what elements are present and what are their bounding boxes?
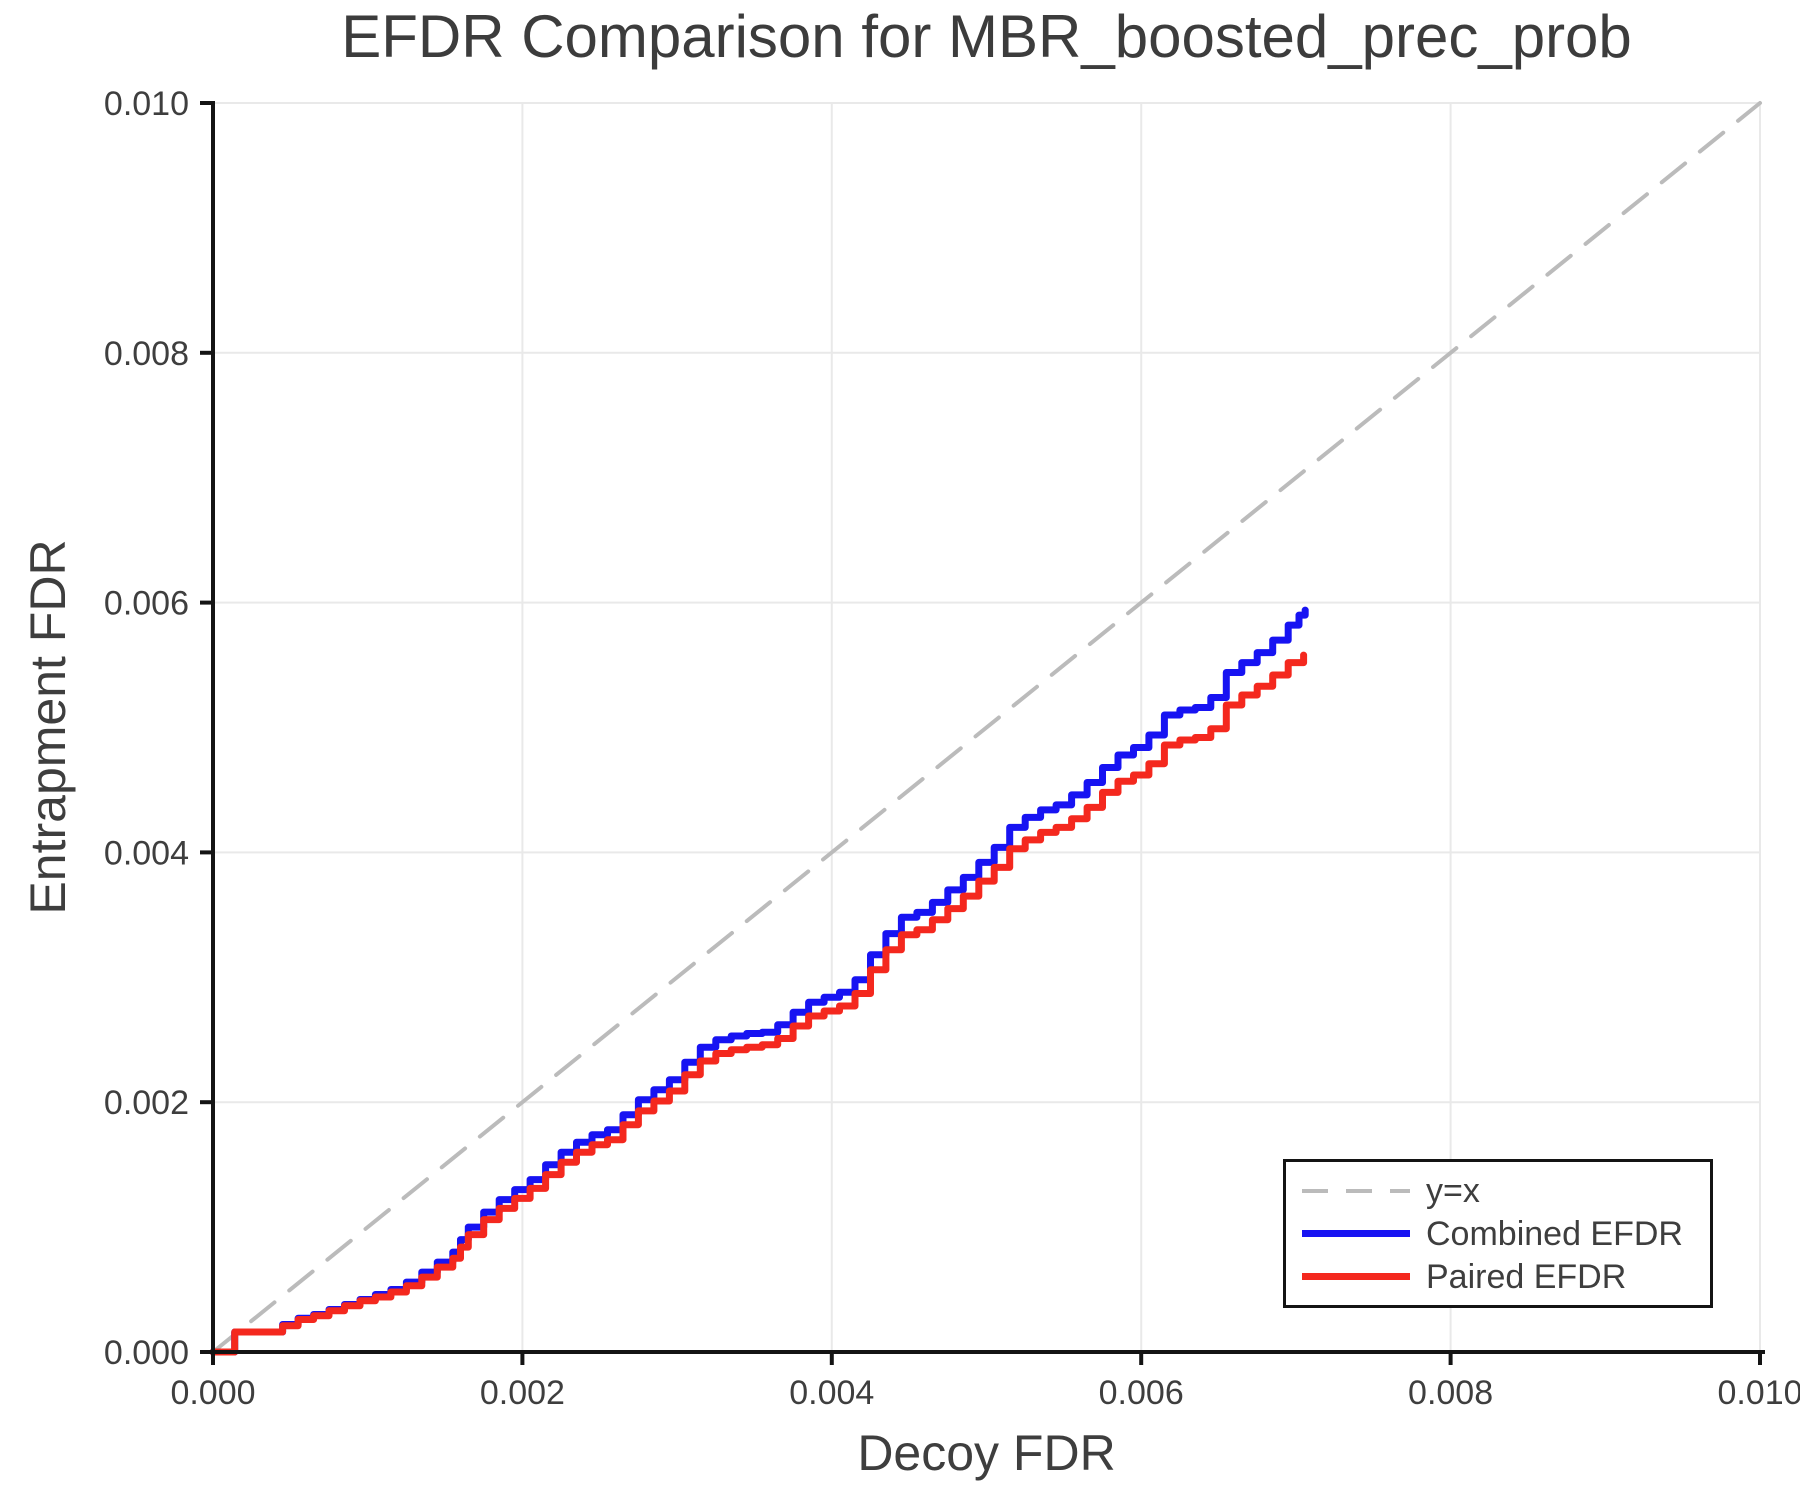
legend-entry-paired: Paired EFDR: [1302, 1258, 1710, 1295]
y-tick-label: 0.000: [104, 1334, 189, 1372]
legend: y=x Combined EFDR Paired EFDR: [1283, 1159, 1713, 1308]
y-tick-label: 0.006: [104, 585, 189, 623]
x-tick-label: 0.010: [1717, 1374, 1800, 1412]
x-tick-label: 0.000: [170, 1374, 255, 1412]
legend-label-combined: Combined EFDR: [1426, 1214, 1683, 1253]
legend-label-identity: y=x: [1426, 1171, 1480, 1210]
legend-label-paired: Paired EFDR: [1426, 1257, 1627, 1296]
legend-entry-identity: y=x: [1302, 1172, 1710, 1209]
identity-line-sample: [1302, 1188, 1410, 1193]
legend-entry-combined: Combined EFDR: [1302, 1215, 1710, 1252]
identity-line: [211, 101, 1762, 1354]
x-tick-label: 0.006: [1099, 1374, 1184, 1412]
y-tick-label: 0.002: [104, 1084, 189, 1122]
chart-title: EFDR Comparison for MBR_boosted_prec_pro…: [341, 3, 1632, 70]
x-axis-label: Decoy FDR: [857, 1425, 1116, 1481]
x-tick-label: 0.008: [1408, 1374, 1493, 1412]
y-tick-label: 0.008: [104, 335, 189, 373]
combined-efdr-line-sample: [1302, 1230, 1410, 1237]
y-axis-label: Entrapment FDR: [20, 539, 76, 915]
x-tick-label: 0.002: [480, 1374, 565, 1412]
y-tick-label: 0.010: [104, 85, 189, 123]
x-tick-label: 0.004: [789, 1374, 874, 1412]
paired-efdr-line-sample: [1302, 1273, 1410, 1280]
paired-efdr-line: [209, 651, 1308, 1356]
y-tick-label: 0.004: [104, 834, 189, 872]
